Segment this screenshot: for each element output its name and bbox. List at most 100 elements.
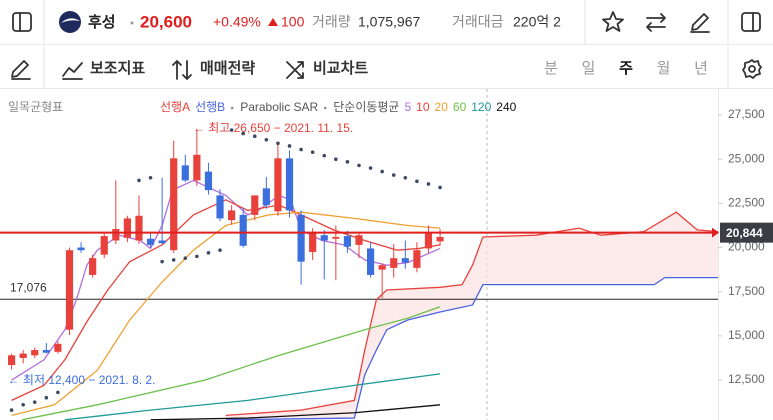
candle-body — [135, 215, 143, 241]
sar-dot — [9, 408, 14, 412]
series-line — [64, 373, 441, 420]
candle-body — [89, 258, 97, 275]
candle-body — [251, 195, 259, 215]
swap-button[interactable] — [646, 13, 666, 32]
annotation: ← 최고 26,650 − 2021. 11. 15. — [193, 121, 353, 135]
period-tab[interactable]: 년 — [694, 60, 708, 77]
sar-dot — [426, 182, 431, 186]
sar-dot — [310, 150, 315, 154]
y-tick-label: 20,000 — [728, 240, 765, 254]
candle-body — [77, 247, 85, 251]
sar-dot — [229, 128, 234, 132]
sar-dot — [368, 166, 373, 170]
series-line — [11, 199, 441, 401]
candle-body — [112, 228, 120, 241]
legend-item: Parabolic SAR — [240, 100, 318, 114]
candle-body — [228, 210, 236, 221]
reference-label: 17,076 — [10, 280, 47, 294]
indicators-button[interactable]: 보조지표 — [62, 60, 145, 80]
draw-button[interactable] — [11, 60, 31, 80]
y-tick-label: 17,500 — [728, 284, 765, 298]
header-actions-bg — [585, 0, 773, 44]
sar-dot — [334, 157, 338, 162]
legend: 선행A 선행B Parabolic SAR 단순이동평균 5 10 20 60 120 240 — [160, 99, 517, 114]
volume-label: 거래량 — [312, 14, 351, 30]
candle-body — [19, 353, 27, 358]
y-tick-label: 12,500 — [728, 372, 765, 386]
indicators: 보조지표 — [90, 60, 145, 77]
candle-body — [170, 158, 178, 251]
period-tab[interactable]: 일 — [582, 60, 596, 77]
candle-body — [181, 165, 189, 181]
current-price-box — [720, 222, 773, 243]
sar-dot — [415, 179, 419, 184]
amount: 220억 2 — [513, 14, 561, 30]
period-tab[interactable]: 주 — [619, 60, 633, 77]
sar-dot — [218, 248, 222, 253]
candle-body — [262, 188, 270, 206]
sar-dot — [252, 134, 257, 139]
sar-dot — [21, 403, 25, 407]
candle-body — [100, 236, 108, 255]
strategy-button[interactable]: 매매전략 — [172, 59, 255, 80]
series-line — [225, 276, 718, 420]
candle-body — [355, 235, 363, 245]
sidebar-toggle[interactable] — [12, 12, 32, 32]
sar-dot — [32, 400, 37, 404]
volume: 1,075,967 — [358, 14, 420, 30]
candle-body — [320, 235, 328, 241]
candle-body — [146, 238, 155, 245]
sar-dot — [276, 141, 280, 146]
compare-button[interactable]: 비교차트 — [286, 60, 368, 79]
candle-body — [239, 214, 247, 246]
series-line — [11, 211, 441, 417]
candle-body — [390, 258, 398, 268]
edit-button[interactable] — [690, 13, 710, 33]
price: 20,600 — [140, 12, 192, 31]
sar-dot — [160, 259, 164, 264]
sar-dot — [380, 169, 384, 174]
sar-dot — [357, 163, 361, 168]
candle-body — [424, 232, 433, 249]
candle-body — [332, 236, 340, 239]
legend-item: 60 — [453, 100, 467, 114]
sar-dot — [171, 258, 176, 262]
legend-item: 20 — [435, 100, 449, 114]
sar-dot — [391, 173, 396, 177]
plot — [0, 128, 718, 420]
candle-body — [309, 233, 317, 252]
compare: 비교차트 — [313, 60, 368, 77]
current-price-label: 20,844 — [726, 226, 763, 240]
series-line — [21, 306, 441, 420]
logo-mark — [61, 18, 80, 23]
favorite-button[interactable] — [602, 11, 624, 32]
candle-body — [65, 250, 74, 330]
legend-item: 5 — [404, 100, 411, 114]
settings-button[interactable] — [742, 59, 762, 79]
series-line — [225, 211, 718, 417]
change-pct: +0.49% — [213, 14, 261, 30]
period-tab[interactable]: 월 — [657, 60, 671, 77]
candle-body — [274, 158, 282, 212]
strategy: 매매전략 — [200, 59, 255, 77]
sar-dot — [195, 254, 199, 259]
sar-dot — [137, 178, 141, 183]
separator — [130, 21, 134, 25]
candle-body — [193, 154, 201, 181]
current-price-arrow — [712, 227, 719, 238]
series-line — [150, 404, 441, 420]
sar-dot — [322, 153, 327, 158]
candle-body — [158, 240, 166, 244]
candle-body — [31, 350, 39, 356]
cloud — [225, 212, 718, 420]
sar-dot — [438, 185, 442, 190]
panel-toggle[interactable] — [741, 12, 761, 32]
period-tab[interactable]: 분 — [544, 60, 558, 77]
y-tick-label: 25,000 — [728, 151, 765, 165]
logo — [59, 11, 81, 33]
legend-item: 240 — [496, 100, 516, 114]
candle-body — [204, 171, 213, 191]
